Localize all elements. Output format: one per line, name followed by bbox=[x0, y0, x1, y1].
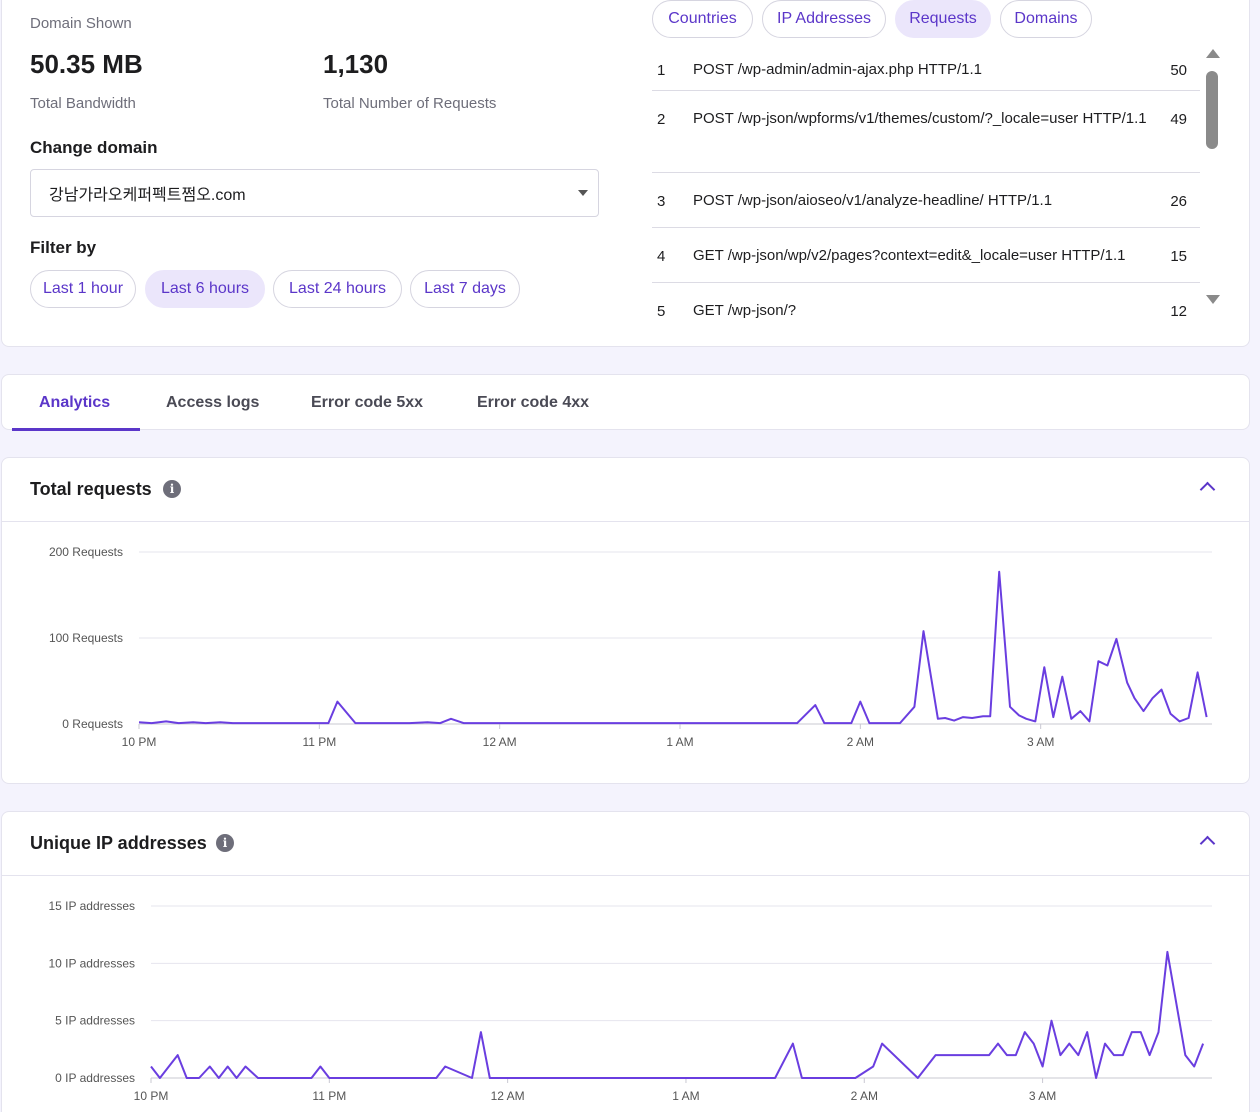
row-path: GET /wp-json/wp/v2/pages?context=edit&_l… bbox=[693, 247, 1126, 264]
unique-ip-chart: 0 IP addresses 5 IP addresses 10 IP addres… bbox=[48, 899, 1212, 1103]
x-tick-label: 12 AM bbox=[483, 735, 517, 749]
section-tabs: Analytics Access logs Error code 5xx Err… bbox=[1, 374, 1250, 431]
x-tick-label: 2 AM bbox=[851, 1089, 878, 1103]
y-tick-label: 10 IP addresses bbox=[48, 956, 135, 970]
row-rank: 5 bbox=[657, 303, 666, 320]
row-rank: 2 bbox=[657, 111, 666, 128]
filter-last-24-hours[interactable]: Last 24 hours bbox=[273, 270, 402, 308]
requests-table: 1 POST /wp-admin/admin-ajax.php HTTP/1.1… bbox=[652, 49, 1200, 331]
table-row: 3 POST /wp-json/aioseo/v1/analyze-headli… bbox=[652, 173, 1200, 228]
tab-access-logs[interactable]: Access logs bbox=[166, 394, 260, 411]
total-bandwidth-value: 50.35 MB bbox=[30, 49, 143, 79]
x-tick-label: 1 AM bbox=[672, 1089, 699, 1103]
row-count: 49 bbox=[1170, 111, 1187, 128]
y-tick-label: 100 Requests bbox=[49, 631, 123, 645]
total-requests-value: 1,130 bbox=[323, 49, 389, 79]
total-bandwidth-label: Total Bandwidth bbox=[30, 95, 136, 112]
series-line bbox=[138, 570, 1208, 725]
x-tick-label: 1 AM bbox=[666, 735, 693, 749]
chevron-up-icon[interactable] bbox=[1199, 481, 1216, 498]
y-tick-label: 0 Requests bbox=[62, 717, 123, 731]
y-tick-label: 0 IP addresses bbox=[55, 1071, 135, 1085]
y-tick-label: 15 IP addresses bbox=[48, 899, 135, 913]
summary-card: Domain Shown 50.35 MB Total Bandwidth 1,… bbox=[1, 0, 1250, 347]
tab-countries[interactable]: Countries bbox=[652, 0, 753, 38]
tab-ip-addresses[interactable]: IP Addresses bbox=[762, 0, 886, 38]
x-tick-label: 10 PM bbox=[134, 1089, 169, 1103]
filter-last-6-hours[interactable]: Last 6 hours bbox=[145, 270, 265, 308]
unique-ip-card: Unique IP addresses i 0 IP addresses 5 IP… bbox=[1, 811, 1250, 1112]
x-tick-label: 11 PM bbox=[312, 1089, 346, 1103]
scrollbar-thumb[interactable] bbox=[1206, 71, 1218, 149]
scroll-down-arrow-icon[interactable] bbox=[1206, 295, 1220, 304]
tab-domains[interactable]: Domains bbox=[1000, 0, 1092, 38]
x-tick-label: 2 AM bbox=[847, 735, 874, 749]
x-tick-label: 10 PM bbox=[122, 735, 157, 749]
total-requests-header: Total requests i bbox=[2, 458, 1249, 522]
tab-error-4xx[interactable]: Error code 4xx bbox=[477, 394, 590, 411]
filter-last-1-hour[interactable]: Last 1 hour bbox=[30, 270, 136, 308]
row-count: 50 bbox=[1170, 62, 1187, 79]
info-icon[interactable]: i bbox=[216, 834, 234, 852]
change-domain-heading: Change domain bbox=[30, 138, 158, 157]
x-tick-label: 12 AM bbox=[491, 1089, 525, 1103]
table-row: 2 POST /wp-json/wpforms/v1/themes/custom… bbox=[652, 91, 1200, 173]
row-count: 15 bbox=[1170, 248, 1187, 265]
y-tick-label: 200 Requests bbox=[49, 545, 123, 559]
filter-by-heading: Filter by bbox=[30, 238, 97, 257]
chevron-up-icon[interactable] bbox=[1199, 835, 1216, 852]
total-requests-chart: 0 Requests 100 Requests 200 Requests 10 PM 1… bbox=[49, 545, 1212, 749]
table-row: 5 GET /wp-json/? 12 bbox=[652, 283, 1200, 331]
total-requests-card: Total requests i 0 Requests 100 Requests 2… bbox=[1, 457, 1250, 784]
unique-ip-header: Unique IP addresses i bbox=[2, 812, 1249, 876]
tab-analytics[interactable]: Analytics bbox=[39, 394, 111, 411]
active-tab-indicator bbox=[12, 428, 140, 431]
table-row: 1 POST /wp-admin/admin-ajax.php HTTP/1.1… bbox=[652, 49, 1200, 91]
y-tick-label: 5 IP addresses bbox=[55, 1014, 135, 1028]
row-count: 26 bbox=[1170, 193, 1187, 210]
caret-down-icon bbox=[578, 190, 588, 196]
info-icon[interactable]: i bbox=[163, 480, 181, 498]
row-path: POST /wp-json/wpforms/v1/themes/custom/?… bbox=[693, 110, 1147, 127]
total-requests-label: Total Number of Requests bbox=[323, 95, 497, 112]
x-tick-label: 11 PM bbox=[302, 735, 336, 749]
table-row: 4 GET /wp-json/wp/v2/pages?context=edit&… bbox=[652, 228, 1200, 283]
row-count: 12 bbox=[1170, 303, 1187, 320]
scroll-up-arrow-icon[interactable] bbox=[1206, 49, 1220, 58]
row-rank: 3 bbox=[657, 193, 666, 210]
row-rank: 1 bbox=[657, 62, 666, 79]
row-path: GET /wp-json/? bbox=[693, 302, 797, 319]
row-path: POST /wp-admin/admin-ajax.php HTTP/1.1 bbox=[693, 61, 983, 78]
total-requests-title: Total requests bbox=[30, 479, 152, 499]
x-tick-label: 3 AM bbox=[1029, 1089, 1056, 1103]
domain-select[interactable]: 강남가라오케퍼펙트쩜오.com bbox=[30, 169, 599, 217]
row-path: POST /wp-json/aioseo/v1/analyze-headline… bbox=[693, 192, 1053, 209]
requests-scrollbar[interactable] bbox=[1202, 45, 1222, 315]
tab-requests[interactable]: Requests bbox=[895, 0, 991, 38]
filter-last-7-days[interactable]: Last 7 days bbox=[410, 270, 520, 308]
domain-select-value: 강남가라오케퍼펙트쩜오.com bbox=[49, 187, 246, 204]
x-tick-label: 3 AM bbox=[1027, 735, 1054, 749]
row-rank: 4 bbox=[657, 248, 666, 265]
series-line bbox=[150, 950, 1205, 1079]
domain-shown-label: Domain Shown bbox=[30, 15, 132, 32]
tab-error-5xx[interactable]: Error code 5xx bbox=[311, 394, 424, 411]
unique-ip-title: Unique IP addresses bbox=[30, 833, 207, 853]
